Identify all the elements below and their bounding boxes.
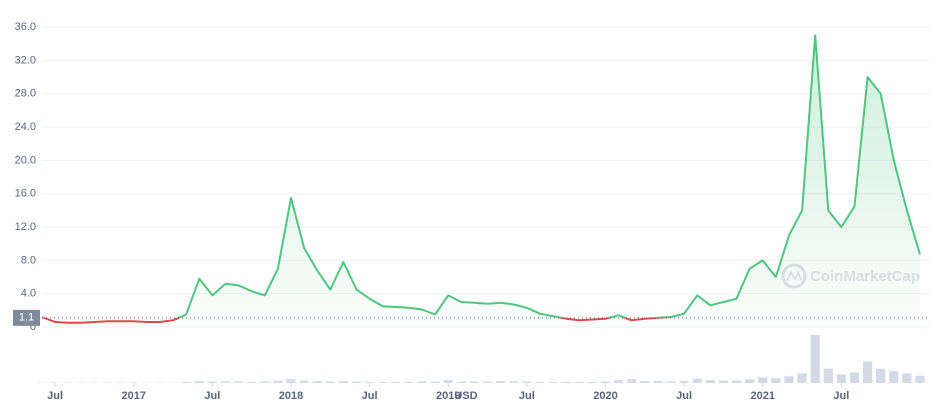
volume-bar: [863, 361, 872, 383]
volume-bar: [365, 382, 374, 383]
x-tick-label: 2017: [121, 390, 145, 402]
x-tick-label: Jul: [47, 390, 63, 402]
y-tick-label: 16.0: [15, 188, 36, 200]
volume-bar: [732, 381, 741, 383]
volume-bar: [483, 382, 492, 383]
y-tick-label: 36.0: [15, 21, 36, 33]
reference-label: 1.1: [19, 312, 34, 324]
volume-bar: [680, 381, 689, 383]
volume-bar: [915, 376, 924, 383]
volume-bar: [247, 382, 256, 383]
volume-bar: [522, 382, 531, 383]
volume-bar: [784, 376, 793, 383]
volume-bar: [195, 381, 204, 383]
volume-bar: [300, 381, 309, 383]
volume-bar: [339, 381, 348, 383]
volume-bar: [653, 381, 662, 383]
volume-bar: [457, 382, 466, 383]
volume-bar: [417, 382, 426, 383]
volume-bar: [850, 372, 859, 383]
volume-bar: [535, 382, 544, 383]
volume-bar: [286, 379, 295, 383]
volume-bar: [758, 377, 767, 383]
volume-bar: [811, 335, 820, 383]
volume-bar: [745, 379, 754, 383]
volume-bar: [273, 381, 282, 383]
y-tick-label: 4.0: [21, 288, 36, 300]
volume-bar: [771, 378, 780, 383]
volume-bar: [391, 382, 400, 383]
volume-bar: [496, 381, 505, 383]
x-tick-label: 2020: [593, 390, 617, 402]
volume-bar: [208, 382, 217, 383]
volume-bar: [902, 373, 911, 383]
volume-bar: [666, 382, 675, 383]
volume-bar: [575, 382, 584, 383]
volume-bar: [837, 374, 846, 383]
volume-bar: [182, 382, 191, 383]
volume-bar: [719, 381, 728, 383]
y-tick-label: 12.0: [15, 221, 36, 233]
volume-bar: [221, 382, 230, 383]
volume-bar: [614, 380, 623, 383]
volume-bar: [326, 382, 335, 383]
y-tick-label: 20.0: [15, 154, 36, 166]
volume-bar: [548, 382, 557, 383]
y-tick-label: 28.0: [15, 88, 36, 100]
volume-bar: [431, 382, 440, 383]
volume-bar: [797, 373, 806, 383]
volume-bar: [352, 382, 361, 383]
x-tick-label: Jul: [676, 390, 692, 402]
volume-bar: [876, 369, 885, 383]
volume-bar: [260, 382, 269, 383]
y-tick-label: 32.0: [15, 54, 36, 66]
x-tick-label: Jul: [519, 390, 535, 402]
volume-bar: [509, 382, 518, 383]
x-tick-label: 2018: [279, 390, 303, 402]
volume-bar: [627, 379, 636, 383]
volume-bar: [562, 382, 571, 383]
volume-bar: [444, 380, 453, 383]
volume-bar: [601, 382, 610, 383]
watermark: CoinMarketCap: [783, 265, 920, 287]
volume-bar: [470, 382, 479, 383]
volume-bar: [706, 380, 715, 383]
x-tick-label: Jul: [833, 390, 849, 402]
volume-bar: [693, 379, 702, 383]
volume-bar: [889, 371, 898, 383]
volume-bar: [588, 382, 597, 383]
volume-bar: [824, 369, 833, 383]
volume-bar: [313, 381, 322, 383]
x-tick-label: Jul: [204, 390, 220, 402]
volume-bar: [234, 382, 243, 383]
watermark-text: CoinMarketCap: [810, 268, 920, 285]
volume-bar: [404, 382, 413, 383]
volume-bar: [378, 382, 387, 383]
y-tick-label: 24.0: [15, 121, 36, 133]
x-tick-label: Jul: [362, 390, 378, 402]
y-tick-label: 8.0: [21, 254, 36, 266]
volume-bar: [640, 381, 649, 383]
currency-label: USD: [454, 390, 477, 402]
price-area: [42, 36, 920, 328]
x-tick-label: 2021: [751, 390, 775, 402]
